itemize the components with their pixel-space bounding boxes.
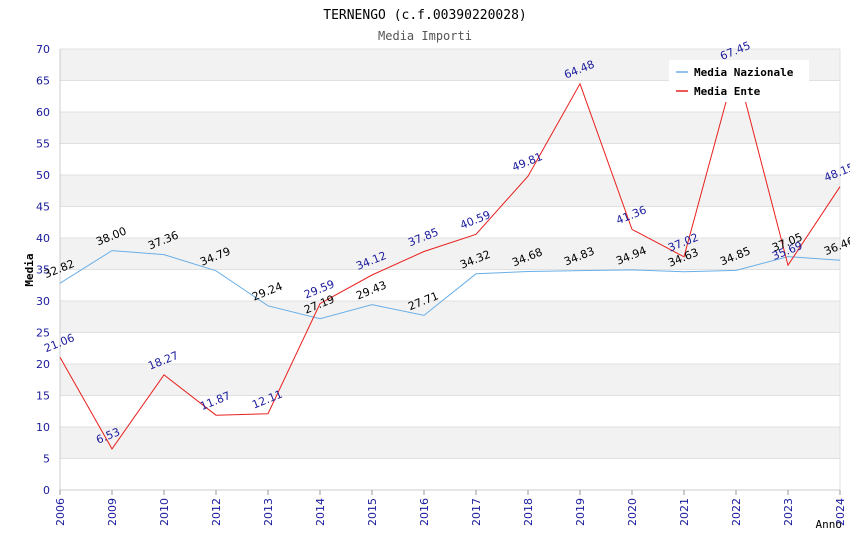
x-tick-label: 2024 <box>834 498 847 526</box>
x-tick-label: 2012 <box>210 498 223 526</box>
legend-box <box>669 60 809 102</box>
x-axis-ticks: 2006 2009 2010 2012 2013 2014 2015 2016 2017 2018… <box>54 490 847 526</box>
y-tick-label: 10 <box>36 421 50 434</box>
x-tick-label: 2009 <box>106 498 119 526</box>
grid-band <box>60 427 840 459</box>
x-tick-label: 2015 <box>366 498 379 526</box>
x-tick-label: 2021 <box>678 498 691 526</box>
grid-band <box>60 301 840 333</box>
series-line-media-ente <box>59 63 841 450</box>
grid-band <box>60 112 840 144</box>
y-tick-label: 0 <box>43 484 50 497</box>
series-lines <box>59 63 841 450</box>
y-tick-label: 25 <box>36 327 50 340</box>
x-axis-label: Anno <box>816 518 843 531</box>
grid-band <box>60 332 840 364</box>
y-axis-ticks: 0 5 10 15 20 25 30 35 40 45 50 55 60 65 70 <box>36 43 50 497</box>
y-tick-label: 5 <box>43 453 50 466</box>
grid-band <box>60 143 840 175</box>
x-tick-label: 2010 <box>158 498 171 526</box>
y-tick-label: 50 <box>36 169 50 182</box>
y-tick-label: 55 <box>36 138 50 151</box>
y-tick-label: 70 <box>36 43 50 56</box>
y-tick-label: 65 <box>36 75 50 88</box>
grid-bands <box>60 49 840 490</box>
chart-title: TERNENGO (c.f.00390220028) <box>323 8 527 23</box>
y-axis-label: Media <box>23 253 36 286</box>
legend: Media Nazionale Media Ente <box>669 60 809 102</box>
x-tick-label: 2013 <box>262 498 275 526</box>
x-tick-label: 2014 <box>314 498 327 526</box>
grid-band <box>60 175 840 207</box>
y-tick-label: 45 <box>36 201 50 214</box>
chart-subtitle: Media Importi <box>378 29 472 43</box>
legend-label: Media Ente <box>694 85 761 98</box>
y-tick-label: 20 <box>36 358 50 371</box>
grid-band <box>60 395 840 427</box>
y-tick-label: 35 <box>36 264 50 277</box>
y-tick-label: 30 <box>36 295 50 308</box>
legend-label: Media Nazionale <box>694 66 794 79</box>
x-tick-label: 2023 <box>782 498 795 526</box>
x-tick-label: 2020 <box>626 498 639 526</box>
series-line-media-nazionale <box>59 250 841 320</box>
grid-band <box>60 364 840 396</box>
grid-band <box>60 458 840 490</box>
x-tick-label: 2017 <box>470 498 483 526</box>
x-tick-label: 2016 <box>418 498 431 526</box>
grid-band <box>60 269 840 301</box>
x-tick-label: 2019 <box>574 498 587 526</box>
grid-lines <box>59 48 841 491</box>
x-tick-label: 2022 <box>730 498 743 526</box>
x-tick-label: 2018 <box>522 498 535 526</box>
y-tick-label: 15 <box>36 390 50 403</box>
y-tick-label: 40 <box>36 232 50 245</box>
grid-band <box>60 206 840 238</box>
y-tick-label: 60 <box>36 106 50 119</box>
x-tick-label: 2006 <box>54 498 67 526</box>
